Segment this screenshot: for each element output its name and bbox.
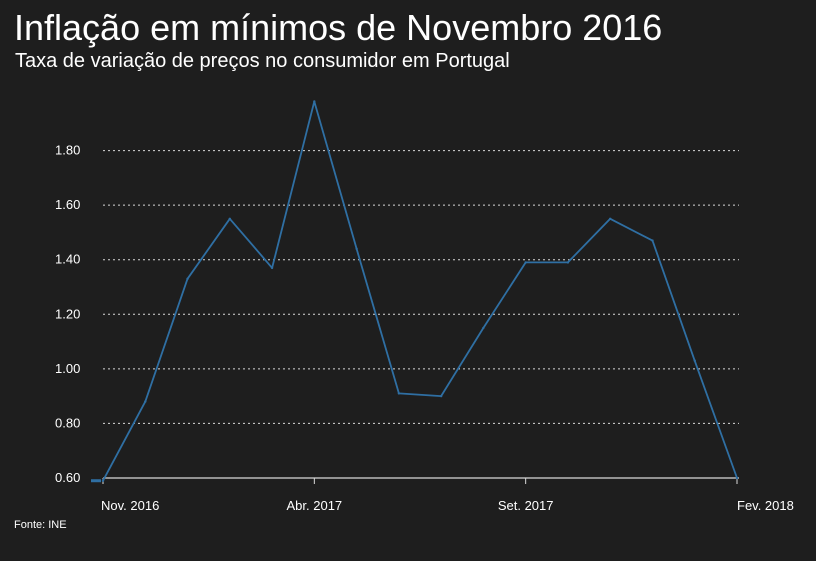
data-point: [355, 247, 358, 250]
data-point: [144, 400, 147, 403]
data-point: [609, 217, 612, 220]
source-note: Fonte: INE: [14, 519, 67, 531]
data-point: [228, 217, 231, 220]
data-point: [186, 277, 189, 281]
chart-title: Inflação em mínimos de Novembro 2016: [14, 7, 663, 48]
data-point: [566, 261, 570, 264]
x-tick-label: Fev. 2018: [737, 498, 794, 513]
y-axis-tick-labels: 0.60 0.80 1.00 1.20 1.40 1.60 1.80: [55, 143, 80, 485]
data-point: [651, 239, 654, 242]
x-tick-label: Abr. 2017: [287, 498, 343, 513]
x-tick-label: Set. 2017: [498, 498, 554, 513]
data-point: [693, 359, 696, 362]
data-point: [101, 479, 105, 482]
series-layer: [91, 100, 739, 483]
y-tick-label: 0.80: [55, 415, 80, 430]
x-axis: Nov. 2016 Abr. 2017 Set. 2017 Fev. 2018: [101, 477, 794, 513]
series-line: [102, 100, 738, 482]
y-tick-label: 1.60: [55, 197, 80, 212]
y-tick-label: 1.00: [55, 361, 80, 376]
x-tick-label: Nov. 2016: [101, 498, 159, 513]
y-tick-label: 1.80: [55, 143, 80, 158]
data-point: [270, 266, 274, 270]
chart-subtitle: Taxa de variação de preços no consumidor…: [15, 50, 510, 72]
y-tick-label: 1.40: [55, 252, 80, 267]
data-point: [397, 392, 401, 395]
data-point: [439, 394, 443, 398]
data-point: [313, 100, 316, 103]
data-point: [524, 261, 527, 264]
data-point: [482, 326, 485, 330]
data-point: [735, 476, 739, 480]
grid-lines: [103, 150, 739, 424]
y-tick-label: 0.60: [55, 470, 80, 485]
y-tick-label: 1.20: [55, 306, 80, 321]
